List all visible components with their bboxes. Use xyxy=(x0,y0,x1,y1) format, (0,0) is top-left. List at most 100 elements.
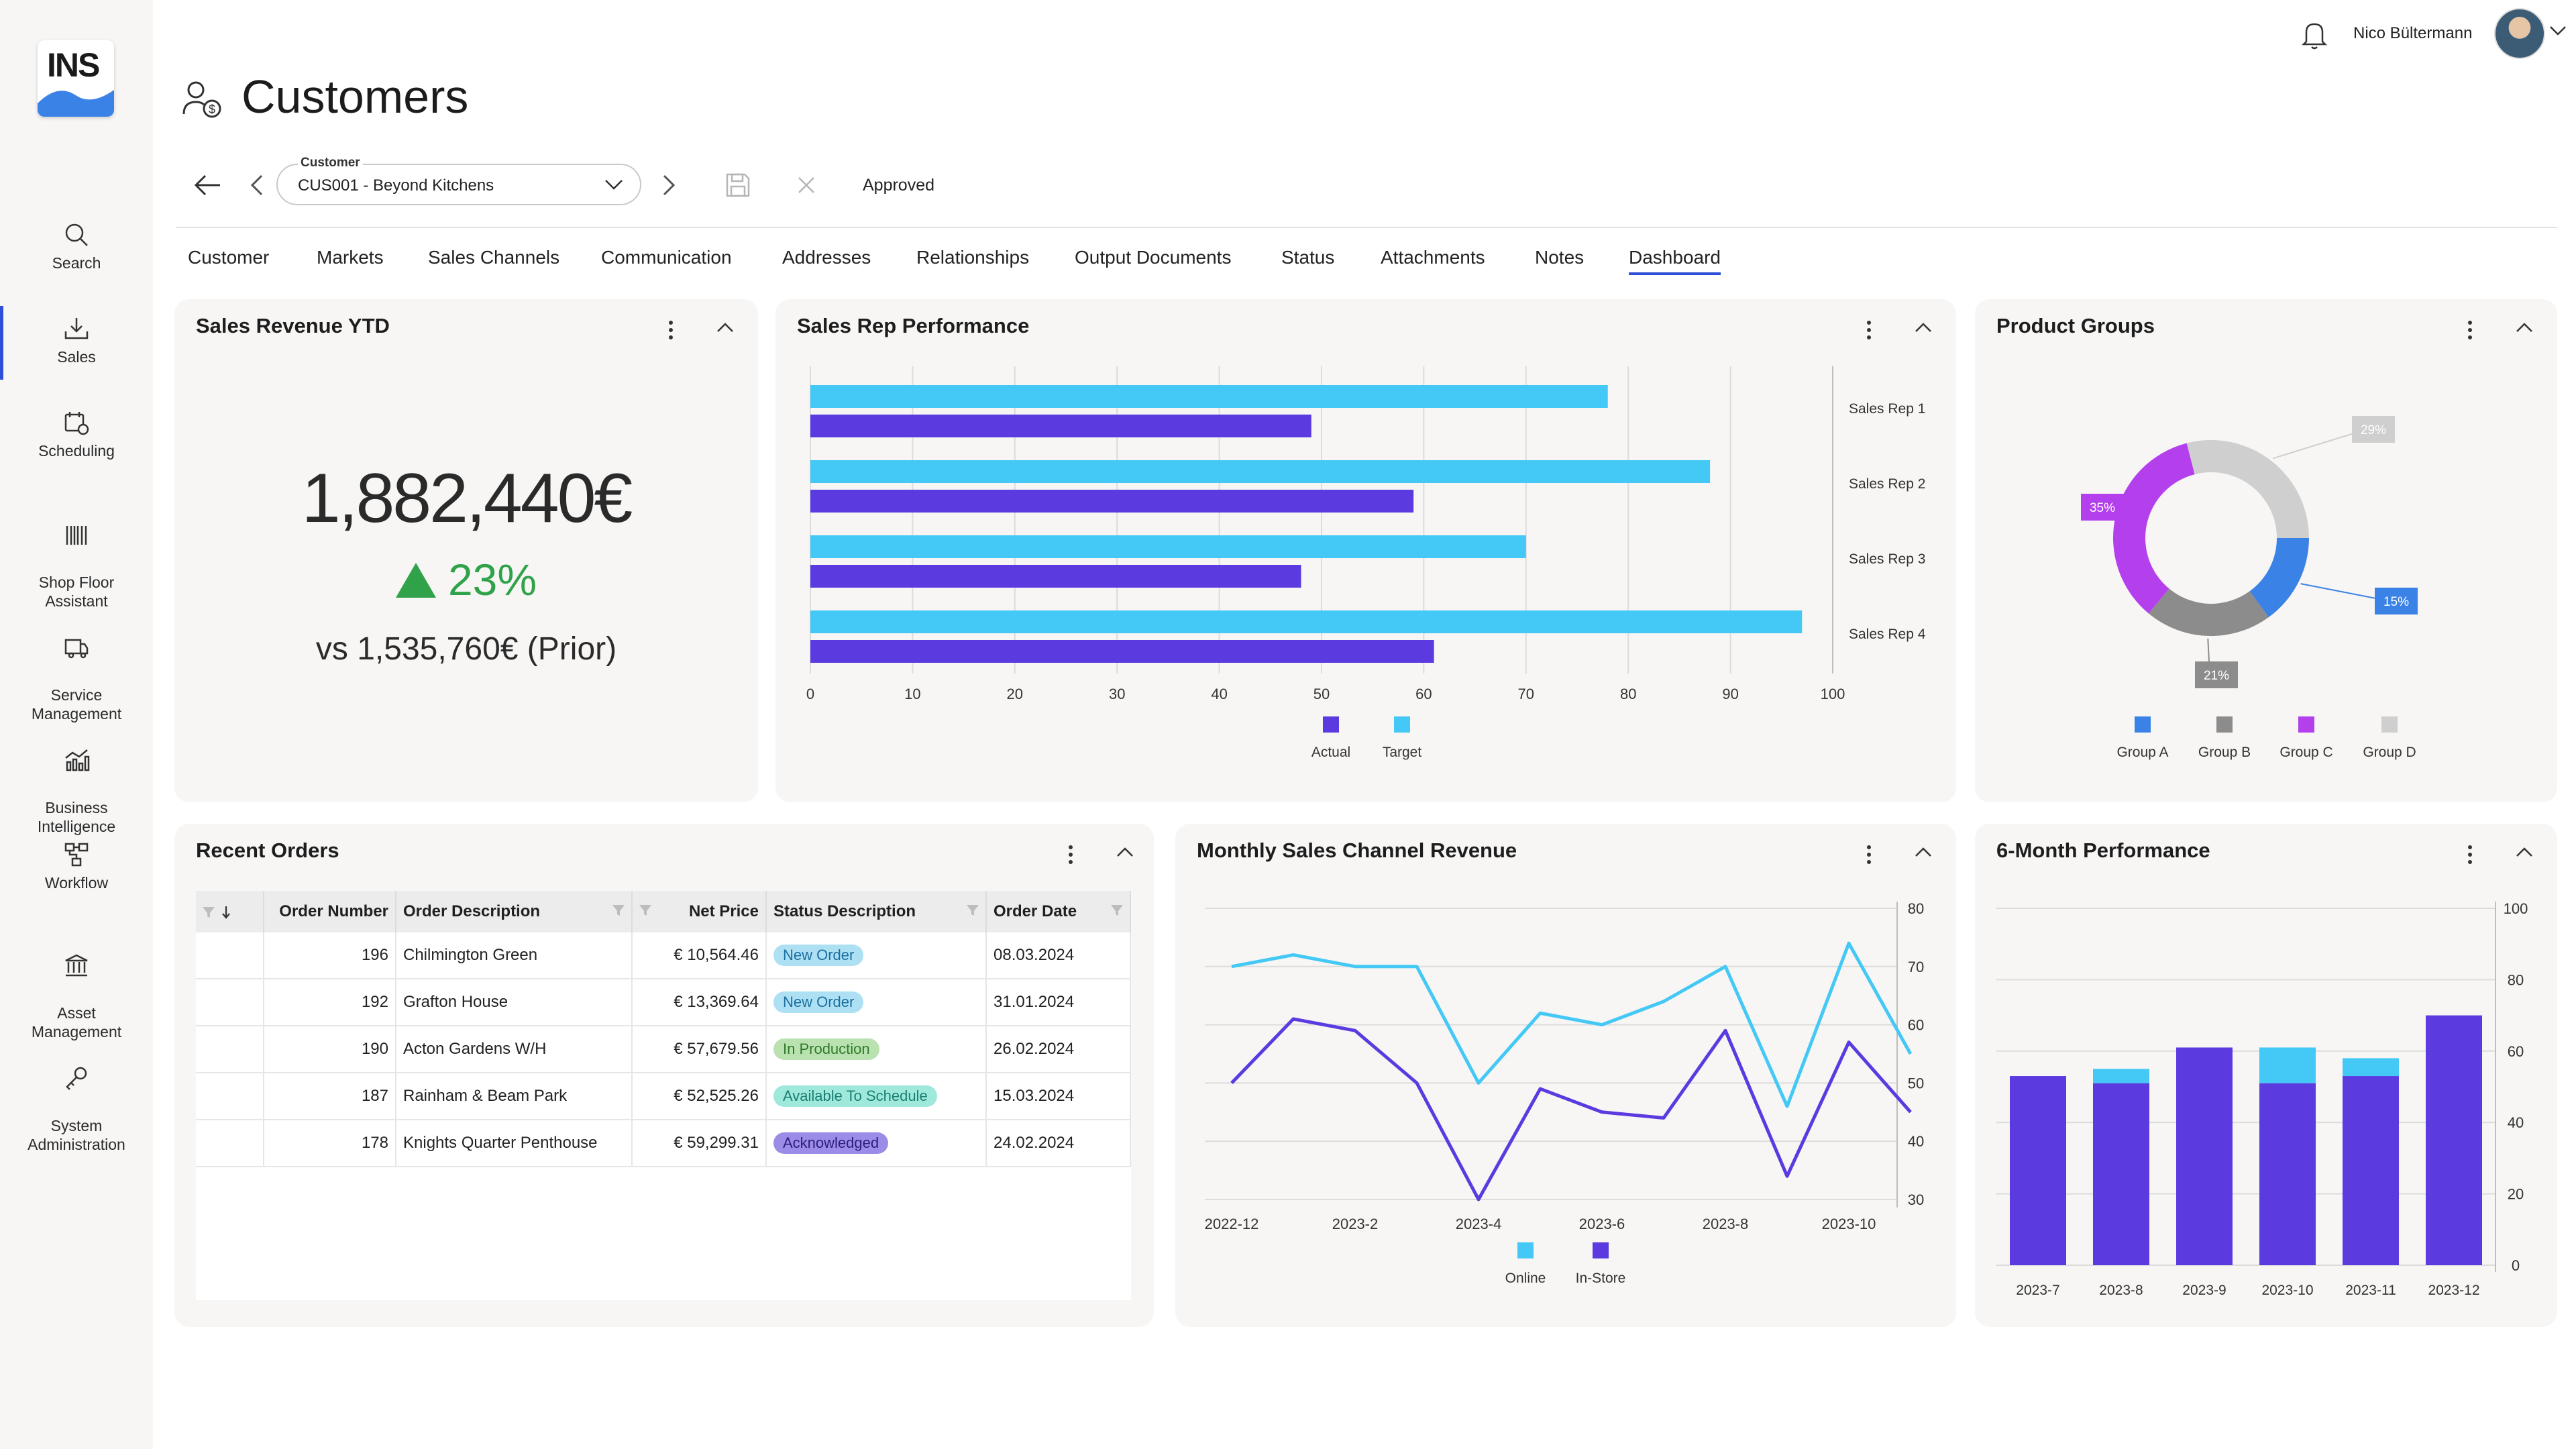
x-tick-label: 2023-10 xyxy=(1822,1216,1876,1232)
bar-segment-actual xyxy=(2343,1076,2399,1265)
selection-filter-header[interactable] xyxy=(196,891,264,932)
more-options-icon[interactable] xyxy=(667,319,675,341)
sidebar-item-label: Shop Floor Assistant xyxy=(38,574,115,610)
sidebar-item-search[interactable]: Search xyxy=(0,220,153,272)
customer-select[interactable]: CUS001 - Beyond Kitchens xyxy=(276,164,641,205)
column-header-status-description[interactable]: Status Description xyxy=(766,891,987,932)
more-options-icon[interactable] xyxy=(2466,844,2474,865)
filter-icon[interactable] xyxy=(1110,903,1124,918)
tab-status[interactable]: Status xyxy=(1281,247,1335,268)
sidebar-item-shop-floor[interactable]: Shop Floor Assistant xyxy=(0,502,153,610)
filter-icon[interactable] xyxy=(965,903,980,918)
legend-swatch xyxy=(1517,1242,1534,1258)
sidebar-item-business-intelligence[interactable]: Business Intelligence xyxy=(0,727,153,836)
more-options-icon[interactable] xyxy=(2466,319,2474,341)
x-tick-label: 2023-8 xyxy=(1703,1216,1749,1232)
tab-output-documents[interactable]: Output Documents xyxy=(1075,247,1232,268)
legend-label: Group B xyxy=(2198,745,2251,760)
tab-markets[interactable]: Markets xyxy=(317,247,384,268)
tab-customer[interactable]: Customer xyxy=(188,247,270,268)
tab-notes[interactable]: Notes xyxy=(1535,247,1585,268)
bar-actual xyxy=(810,640,1434,663)
legend-label: Online xyxy=(1505,1271,1546,1286)
monthly-channel-chart: 30 40 50 60 70 80 2022-12 2023-2 2023-4 2023-6 202… xyxy=(1205,900,1925,1286)
bar-target xyxy=(810,610,1803,633)
legend-swatch xyxy=(1323,716,1339,733)
tab-addresses[interactable]: Addresses xyxy=(782,247,871,268)
more-options-icon[interactable] xyxy=(1865,319,1873,341)
collapse-icon[interactable] xyxy=(2516,322,2533,333)
table-row[interactable]: 187 Rainham & Beam Park € 52,525.26 Availab… xyxy=(196,1073,1131,1120)
up-triangle-icon xyxy=(395,563,436,598)
more-options-icon[interactable] xyxy=(1067,844,1075,865)
legend-label: Actual xyxy=(1311,745,1350,760)
status-cell: In Production xyxy=(766,1026,987,1073)
next-record-icon[interactable] xyxy=(661,173,676,197)
donut-value-label: 29% xyxy=(2361,423,2386,437)
user-name[interactable]: Nico Bültermann xyxy=(2353,24,2473,42)
sidebar-item-sales[interactable]: Sales xyxy=(0,306,153,380)
collapse-icon[interactable] xyxy=(1116,847,1134,857)
sidebar-item-workflow[interactable]: Workflow xyxy=(0,840,153,892)
sidebar-item-asset-management[interactable]: Asset Management xyxy=(0,932,153,1041)
order-description-cell: Knights Quarter Penthouse xyxy=(396,1120,633,1167)
status-cell: New Order xyxy=(766,932,987,979)
net-price-cell: € 52,525.26 xyxy=(632,1073,767,1120)
sales-rep-card: Sales Rep Performance 0 10 20 30 40 50 60 70 80 9… xyxy=(775,299,1956,802)
tab-attachments[interactable]: Attachments xyxy=(1381,247,1485,268)
collapse-icon[interactable] xyxy=(2516,847,2533,857)
tab-relationships[interactable]: Relationships xyxy=(916,247,1030,268)
tab-sales-channels[interactable]: Sales Channels xyxy=(428,247,560,268)
avatar[interactable] xyxy=(2494,8,2545,59)
donut-value-badge xyxy=(2081,494,2124,521)
table-row[interactable]: 178 Knights Quarter Penthouse € 59,299.31 A… xyxy=(196,1120,1131,1167)
sidebar-item-scheduling[interactable]: Scheduling xyxy=(0,408,153,460)
order-description-cell: Grafton House xyxy=(396,979,633,1026)
sidebar-item-label: Scheduling xyxy=(38,442,115,460)
donut-value-label: 35% xyxy=(2090,501,2115,515)
tab-communication[interactable]: Communication xyxy=(601,247,732,268)
sort-down-icon[interactable] xyxy=(221,905,231,920)
filter-icon[interactable] xyxy=(201,905,216,920)
column-header-order-date[interactable]: Order Date xyxy=(986,891,1131,932)
orders-table-container: Order Number Order Description Net Price… xyxy=(196,891,1131,1300)
filter-icon[interactable] xyxy=(611,903,626,918)
donut-slice-group-d xyxy=(2186,440,2309,538)
customer-select-label: Customer xyxy=(298,156,363,170)
close-icon[interactable] xyxy=(797,176,816,195)
collapse-icon[interactable] xyxy=(716,322,734,333)
order-number-cell: 178 xyxy=(264,1120,396,1167)
app-logo[interactable]: INS xyxy=(38,40,114,117)
filter-icon[interactable] xyxy=(638,903,653,918)
series-line-in-store xyxy=(1230,1017,1912,1201)
bar-segment-actual xyxy=(2010,1076,2066,1265)
column-header-order-number[interactable]: Order Number xyxy=(264,891,396,932)
y-tick-label: 80 xyxy=(2508,971,2524,988)
table-row[interactable]: 192 Grafton House € 13,369.64 New Order 31.0… xyxy=(196,979,1131,1026)
save-icon[interactable] xyxy=(724,172,751,199)
table-row[interactable]: 196 Chilmington Green € 10,564.46 New Order… xyxy=(196,932,1131,979)
sales-revenue-card: Sales Revenue YTD 1,882,440€ 23% vs 1,53… xyxy=(174,299,758,802)
sidebar-item-service-management[interactable]: Service Management xyxy=(0,614,153,723)
revenue-growth-value: 23% xyxy=(447,555,537,604)
calendar-clock-icon xyxy=(64,412,89,435)
chevron-down-icon[interactable] xyxy=(2549,25,2567,36)
table-row[interactable]: 190 Acton Gardens W/H € 57,679.56 In Produc… xyxy=(196,1026,1131,1073)
customer-select-value: CUS001 - Beyond Kitchens xyxy=(298,176,494,195)
bar-actual xyxy=(810,490,1414,513)
tab-dashboard[interactable]: Dashboard xyxy=(1629,247,1721,275)
column-header-net-price[interactable]: Net Price xyxy=(632,891,767,932)
more-options-icon[interactable] xyxy=(1865,844,1873,865)
collapse-icon[interactable] xyxy=(1915,847,1932,857)
collapse-icon[interactable] xyxy=(1915,322,1932,333)
category-label: Sales Rep 2 xyxy=(1849,476,1925,492)
legend-swatch xyxy=(1593,1242,1609,1258)
donut-value-label: 15% xyxy=(2383,595,2409,609)
card-title: Recent Orders xyxy=(196,839,339,862)
customer-money-icon: $ xyxy=(182,81,221,118)
previous-record-icon[interactable] xyxy=(250,173,264,197)
sidebar-item-system-administration[interactable]: System Administration xyxy=(0,1045,153,1154)
notification-bell-icon[interactable] xyxy=(2300,19,2329,51)
column-header-order-description[interactable]: Order Description xyxy=(396,891,633,932)
back-arrow-icon[interactable] xyxy=(193,173,221,197)
